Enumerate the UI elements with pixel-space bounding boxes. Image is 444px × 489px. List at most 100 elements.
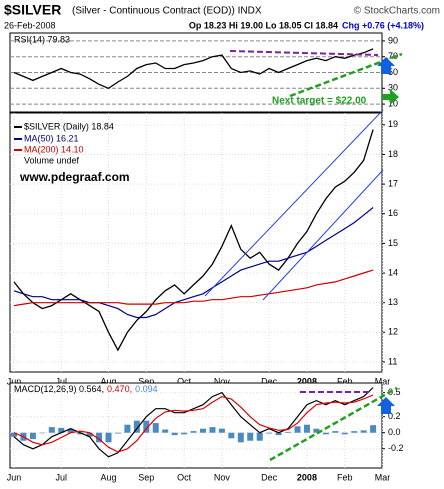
quote: Op 18.23 Hi 19.00 Lo 18.05 Cl 18.84 [189,20,338,30]
x-tick-label: Feb [337,472,353,482]
histogram-bar [266,432,273,434]
histogram-bar [285,431,292,433]
x-tick-label: 2008 [297,472,317,482]
legend-item: MA(200) 14.10 [24,144,84,154]
y-tick-label: 16 [388,208,398,218]
histogram-bar [96,432,103,443]
histogram-bar [200,428,206,433]
histogram-bar [247,432,254,441]
watermark: www.pdegraaf.com [19,170,130,184]
x-tick-label: Aug [100,376,116,386]
channel-lower [262,169,384,301]
y-tick-label: 18 [388,149,398,159]
legend-item: Volume undef [24,155,80,165]
y-tick-label: 13 [388,297,398,307]
series-line [13,207,374,319]
histogram-bar [332,431,339,433]
histogram-bar [39,432,46,434]
legend-item: RSI(14) 79.83 [14,34,70,44]
histogram-bar [181,432,188,435]
panel-frame [9,112,383,373]
histogram-bar [105,432,112,443]
histogram-bar [218,428,225,433]
histogram-bar [256,432,263,441]
histogram-bar [152,423,159,433]
channel-upper [204,109,384,297]
x-tick-label: Feb [337,376,353,386]
histogram-bar [351,431,358,433]
x-tick-label: Jun [7,376,22,386]
legend-swatch [14,126,22,128]
y-tick-label: 14 [388,267,398,277]
y-tick-label: 50 [388,67,398,77]
annotation: Next target = $22.00 [272,96,367,107]
y-tick-label: 0.2 [388,411,401,421]
x-tick-label: Oct [177,376,192,386]
y-tick-label: 11 [388,356,397,366]
histogram-bar [190,431,197,433]
up-arrow [377,397,395,414]
histogram-bar [322,432,329,435]
y-tick-label: 0.0 [388,427,401,437]
y-tick-label: 0.5 [388,387,401,397]
x-tick-label: Dec [261,376,278,386]
histogram-bar [370,425,377,433]
histogram-bar [77,432,84,435]
histogram-bar [341,432,348,435]
histogram-bar [275,432,282,436]
histogram-bar [114,432,121,434]
y-tick-label: 90 [388,35,398,45]
histogram-bar [143,420,150,433]
symbol: $SILVER [4,2,61,18]
x-tick-label: Jun [7,472,22,482]
legend-item: 0.470, [107,384,132,394]
histogram-bar [86,432,93,437]
histogram-bar [48,427,55,433]
histogram-bar [237,432,244,443]
series-line [13,129,374,352]
x-tick-label: Nov [214,376,231,386]
x-tick-label: Mar [375,472,391,482]
legend-item: MACD(12,26,9) 0.564, [14,384,104,394]
histogram-bar [313,428,320,433]
histogram-bar [228,432,235,439]
macd-support [269,386,398,462]
x-tick-label: Sep [138,376,154,386]
histogram-bar [209,427,216,433]
histogram-bar [124,424,131,433]
resistance-line [229,50,379,56]
x-tick-label: Oct [177,472,192,482]
histogram-bar [11,432,17,437]
x-tick-label: Jul [55,472,67,482]
series-line [13,387,374,458]
legend-item: $SILVER (Daily) 18.84 [24,121,114,131]
histogram-bar [29,432,36,440]
histogram-bar [58,427,65,433]
histogram-bar [303,424,310,433]
y-tick-label: 12 [388,327,398,337]
source: © StockCharts.com [354,6,440,17]
y-tick-label: 10 [388,98,398,108]
x-tick-label: Dec [261,472,278,482]
legend-swatch [14,149,22,151]
legend-item: MA(50) 16.21 [24,133,79,143]
histogram-bar [133,420,140,433]
x-tick-label: Aug [100,472,116,482]
legend: MACD(12,26,9) 0.564, 0.470, 0.094 [14,384,158,394]
y-tick-label: 30 [388,83,398,93]
y-tick-label: 17 [388,178,398,188]
change: Chg +0.76 (+4.18%) [342,20,424,30]
date: 26-Feb-2008 [4,20,56,30]
instrument-name: (Silver - Continuous Contract (EOD)) IND… [72,6,262,17]
x-tick-label: 2008 [297,376,317,386]
x-tick-label: Jul [55,376,67,386]
histogram-bar [67,428,74,433]
up-arrow [377,57,395,74]
legend-item: 0.094 [135,384,158,394]
x-tick-label: Mar [375,376,391,386]
y-tick-label: -0.2 [388,443,404,453]
histogram-bar [162,429,169,433]
series-line [13,269,374,307]
